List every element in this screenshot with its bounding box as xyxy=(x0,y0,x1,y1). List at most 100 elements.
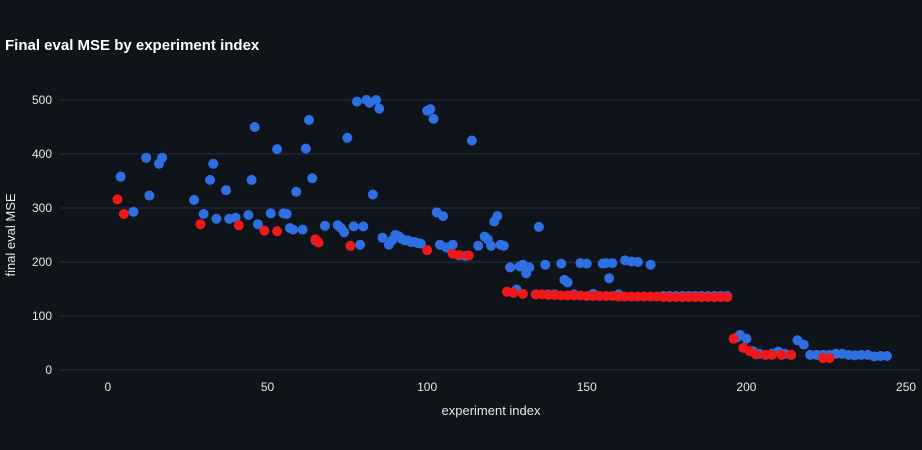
data-point[interactable] xyxy=(288,224,299,235)
x-axis-label: experiment index xyxy=(442,403,541,418)
data-point[interactable] xyxy=(428,113,439,124)
data-point[interactable] xyxy=(189,194,200,205)
data-point[interactable] xyxy=(313,237,324,248)
data-point[interactable] xyxy=(230,212,241,223)
data-point[interactable] xyxy=(508,287,519,298)
data-point[interactable] xyxy=(798,339,809,350)
data-point[interactable] xyxy=(367,189,378,200)
tick-labels: 0 100 200 300 400 500 0 50 100 150 200 250 xyxy=(32,93,916,394)
y-tick-label: 100 xyxy=(32,309,52,323)
x-tick-label: 100 xyxy=(417,380,437,394)
data-point[interactable] xyxy=(562,277,573,288)
data-point[interactable] xyxy=(540,259,551,270)
data-point[interactable] xyxy=(128,206,139,217)
data-point[interactable] xyxy=(339,227,350,238)
data-point[interactable] xyxy=(492,211,503,222)
grid-lines xyxy=(60,99,920,371)
data-point[interactable] xyxy=(533,221,544,232)
data-point[interactable] xyxy=(272,226,283,237)
data-point[interactable] xyxy=(141,152,152,163)
data-point[interactable] xyxy=(112,194,123,205)
data-point[interactable] xyxy=(498,240,509,251)
data-point[interactable] xyxy=(307,173,318,184)
data-point[interactable] xyxy=(741,333,752,344)
data-point[interactable] xyxy=(291,186,302,197)
data-point[interactable] xyxy=(198,208,209,219)
data-point[interactable] xyxy=(524,262,535,273)
data-point[interactable] xyxy=(233,220,244,231)
data-point[interactable] xyxy=(463,250,474,261)
data-point[interactable] xyxy=(205,174,216,185)
data-point[interactable] xyxy=(728,333,739,344)
y-tick-label: 0 xyxy=(45,363,52,377)
series-1 xyxy=(112,194,835,364)
data-point[interactable] xyxy=(246,174,257,185)
data-point[interactable] xyxy=(722,292,733,303)
data-point[interactable] xyxy=(786,349,797,360)
data-point[interactable] xyxy=(272,144,283,155)
data-point[interactable] xyxy=(473,240,484,251)
y-axis-label: final eval MSE xyxy=(3,193,18,276)
data-point[interactable] xyxy=(750,349,761,360)
data-point[interactable] xyxy=(259,225,270,236)
data-point[interactable] xyxy=(377,232,388,243)
data-point[interactable] xyxy=(221,185,232,196)
y-tick-label: 400 xyxy=(32,147,52,161)
data-point[interactable] xyxy=(776,349,787,360)
data-point[interactable] xyxy=(358,221,369,232)
data-point[interactable] xyxy=(115,171,126,182)
x-tick-label: 50 xyxy=(261,380,275,394)
data-point[interactable] xyxy=(118,208,129,219)
data-point[interactable] xyxy=(881,350,892,361)
data-point[interactable] xyxy=(319,220,330,231)
data-point[interactable] xyxy=(425,104,436,115)
data-point[interactable] xyxy=(252,219,263,230)
data-point[interactable] xyxy=(766,349,777,360)
data-point[interactable] xyxy=(281,208,292,219)
x-tick-label: 150 xyxy=(577,380,597,394)
x-tick-label: 0 xyxy=(105,380,112,394)
data-point[interactable] xyxy=(632,257,643,267)
data-point[interactable] xyxy=(297,224,308,235)
y-tick-label: 200 xyxy=(32,255,52,269)
data-point[interactable] xyxy=(604,273,615,284)
data-point[interactable] xyxy=(517,288,528,299)
data-point[interactable] xyxy=(415,238,426,249)
data-points xyxy=(112,95,892,364)
data-point[interactable] xyxy=(249,122,260,132)
data-point[interactable] xyxy=(342,132,353,143)
data-point[interactable] xyxy=(422,245,433,256)
data-point[interactable] xyxy=(466,135,477,146)
data-point[interactable] xyxy=(505,262,516,273)
data-point[interactable] xyxy=(348,221,359,232)
chart-title: Final eval MSE by experiment index xyxy=(5,37,260,54)
series-0 xyxy=(115,95,892,362)
data-point[interactable] xyxy=(304,114,315,125)
data-point[interactable] xyxy=(351,96,362,107)
data-point[interactable] xyxy=(486,240,496,251)
data-point[interactable] xyxy=(371,95,382,105)
data-point[interactable] xyxy=(447,239,458,250)
data-point[interactable] xyxy=(144,190,155,201)
data-point[interactable] xyxy=(300,143,311,154)
data-point[interactable] xyxy=(355,239,366,250)
data-point[interactable] xyxy=(556,258,567,269)
data-point[interactable] xyxy=(454,249,465,260)
data-point[interactable] xyxy=(374,103,385,114)
data-point[interactable] xyxy=(265,208,276,219)
data-point[interactable] xyxy=(208,158,219,169)
data-point[interactable] xyxy=(645,259,656,270)
data-point[interactable] xyxy=(824,353,835,364)
y-tick-label: 300 xyxy=(32,201,52,215)
data-point[interactable] xyxy=(157,152,168,163)
data-point[interactable] xyxy=(581,258,592,269)
data-point[interactable] xyxy=(211,213,222,224)
x-tick-label: 200 xyxy=(736,380,756,394)
data-point[interactable] xyxy=(243,210,254,221)
data-point[interactable] xyxy=(438,211,449,222)
data-point[interactable] xyxy=(345,240,356,251)
data-point[interactable] xyxy=(195,219,206,230)
data-point[interactable] xyxy=(607,258,618,269)
y-tick-label: 500 xyxy=(32,93,52,107)
